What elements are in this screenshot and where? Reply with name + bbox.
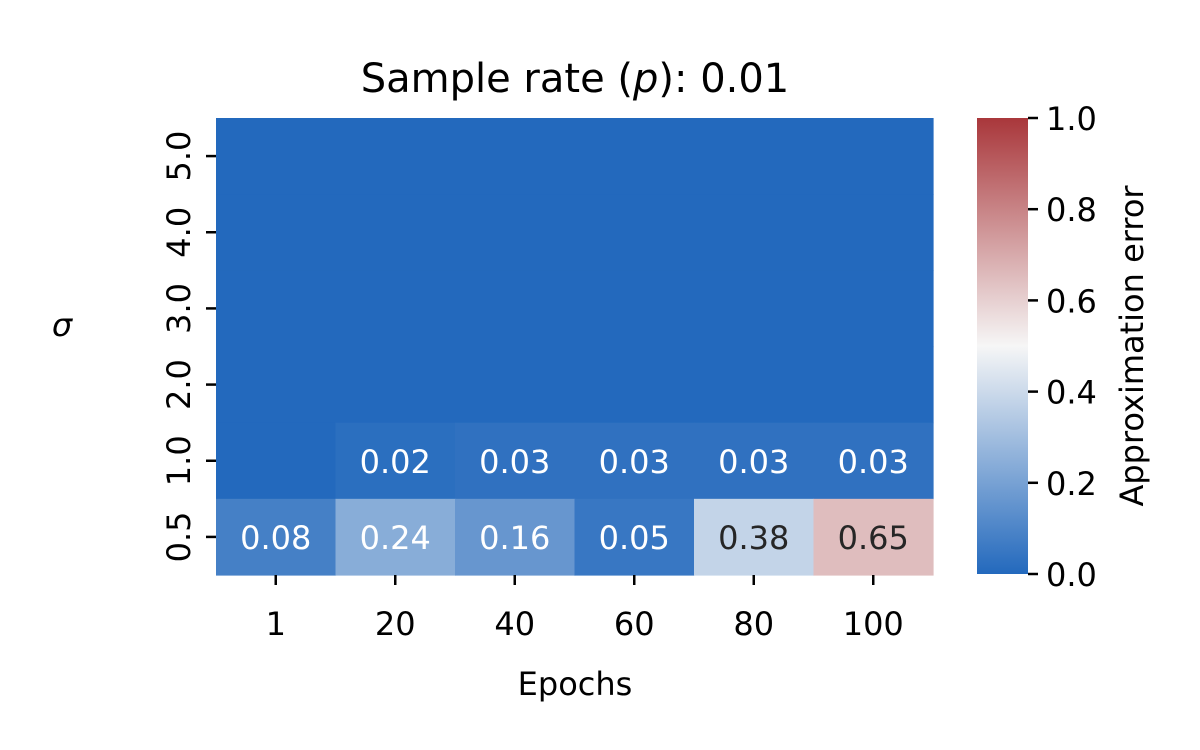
colorbar-tick-label: 0.4 xyxy=(1046,374,1097,412)
y-axis-label: σ xyxy=(52,306,74,344)
cell-value-label: 0.38 xyxy=(718,519,789,557)
heatmap-cell xyxy=(813,270,934,348)
heatmap-cell xyxy=(574,346,695,424)
y-tick-label: 5.0 xyxy=(160,131,198,182)
heatmap-cell xyxy=(335,194,456,271)
cell-value-label: 0.03 xyxy=(479,443,550,481)
colorbar-tick-label: 1.0 xyxy=(1046,100,1097,138)
colorbar xyxy=(977,118,1028,574)
y-tick-label: 4.0 xyxy=(160,207,198,258)
heatmap-cell xyxy=(813,346,934,424)
heatmap-cell xyxy=(694,422,815,500)
heatmap-cell xyxy=(574,498,695,576)
x-tick-label: 20 xyxy=(375,605,416,643)
cell-value-label: 0.16 xyxy=(479,519,550,557)
heatmap-cell xyxy=(694,270,815,348)
heatmap-cell xyxy=(574,422,695,500)
heatmap-cell xyxy=(216,346,337,424)
colorbar-axis: 0.0 0.2 0.4 0.6 0.8 1.0 xyxy=(1028,100,1097,594)
heatmap-cell xyxy=(335,422,456,500)
cell-value-label: 0.05 xyxy=(599,519,670,557)
heatmap-cell xyxy=(574,118,695,195)
colorbar-label: Approximation error xyxy=(1113,185,1151,507)
y-tick-label: 3.0 xyxy=(160,283,198,334)
y-tick-label: 0.5 xyxy=(160,511,198,562)
heatmap-cell xyxy=(455,118,576,195)
y-axis: 5.0 4.0 3.0 2.0 1.0 0.5 xyxy=(160,131,216,562)
heatmap-cell xyxy=(335,346,456,424)
heatmap-cell xyxy=(455,498,576,576)
heatmap-cell xyxy=(694,346,815,424)
heatmap-cell xyxy=(335,118,456,195)
x-axis: 1 20 40 60 80 100 xyxy=(266,575,904,643)
heatmap-cell xyxy=(813,194,934,271)
colorbar-tick-label: 0.6 xyxy=(1046,282,1097,320)
heatmap-cell xyxy=(455,194,576,271)
x-tick-label: 100 xyxy=(843,605,904,643)
heatmap-cell xyxy=(813,422,934,500)
colorbar-tick-label: 0.0 xyxy=(1046,556,1097,594)
x-axis-label: Epochs xyxy=(518,665,633,703)
x-tick-label: 40 xyxy=(494,605,535,643)
heatmap-cell xyxy=(216,194,337,271)
cell-value-label: 0.03 xyxy=(599,443,670,481)
heatmap-cell xyxy=(574,194,695,271)
heatmap-cell xyxy=(216,422,337,500)
heatmap-cell xyxy=(694,498,815,576)
heatmap-cells xyxy=(216,118,934,576)
cell-value-label: 0.08 xyxy=(240,519,311,557)
cell-value-label: 0.03 xyxy=(838,443,909,481)
x-tick-label: 60 xyxy=(614,605,655,643)
heatmap-cell xyxy=(455,422,576,500)
heatmap-cell-labels: 0.02 0.03 0.03 0.03 0.03 0.08 0.24 0.16 0.05 0.38… xyxy=(240,443,909,557)
heatmap-cell xyxy=(335,270,456,348)
heatmap-cell xyxy=(216,118,337,195)
heatmap-cell xyxy=(813,498,934,576)
heatmap-cell xyxy=(216,498,337,576)
heatmap-cell xyxy=(813,118,934,195)
chart-title: Sample rate (p): 0.01 xyxy=(361,56,790,102)
heatmap-cell xyxy=(694,118,815,195)
cell-value-label: 0.65 xyxy=(838,519,909,557)
colorbar-tick-label: 0.8 xyxy=(1046,191,1097,229)
y-tick-label: 2.0 xyxy=(160,359,198,410)
cell-value-label: 0.02 xyxy=(360,443,431,481)
heatmap-cell xyxy=(455,346,576,424)
cell-value-label: 0.03 xyxy=(718,443,789,481)
heatmap-cell xyxy=(574,270,695,348)
heatmap-cell xyxy=(335,498,456,576)
heatmap-cell xyxy=(216,270,337,348)
x-tick-label: 1 xyxy=(266,605,286,643)
y-tick-label: 1.0 xyxy=(160,435,198,486)
heatmap-cell xyxy=(694,194,815,271)
colorbar-tick-label: 0.2 xyxy=(1046,465,1097,503)
cell-value-label: 0.24 xyxy=(360,519,431,557)
x-tick-label: 80 xyxy=(733,605,774,643)
heatmap-cell xyxy=(455,270,576,348)
